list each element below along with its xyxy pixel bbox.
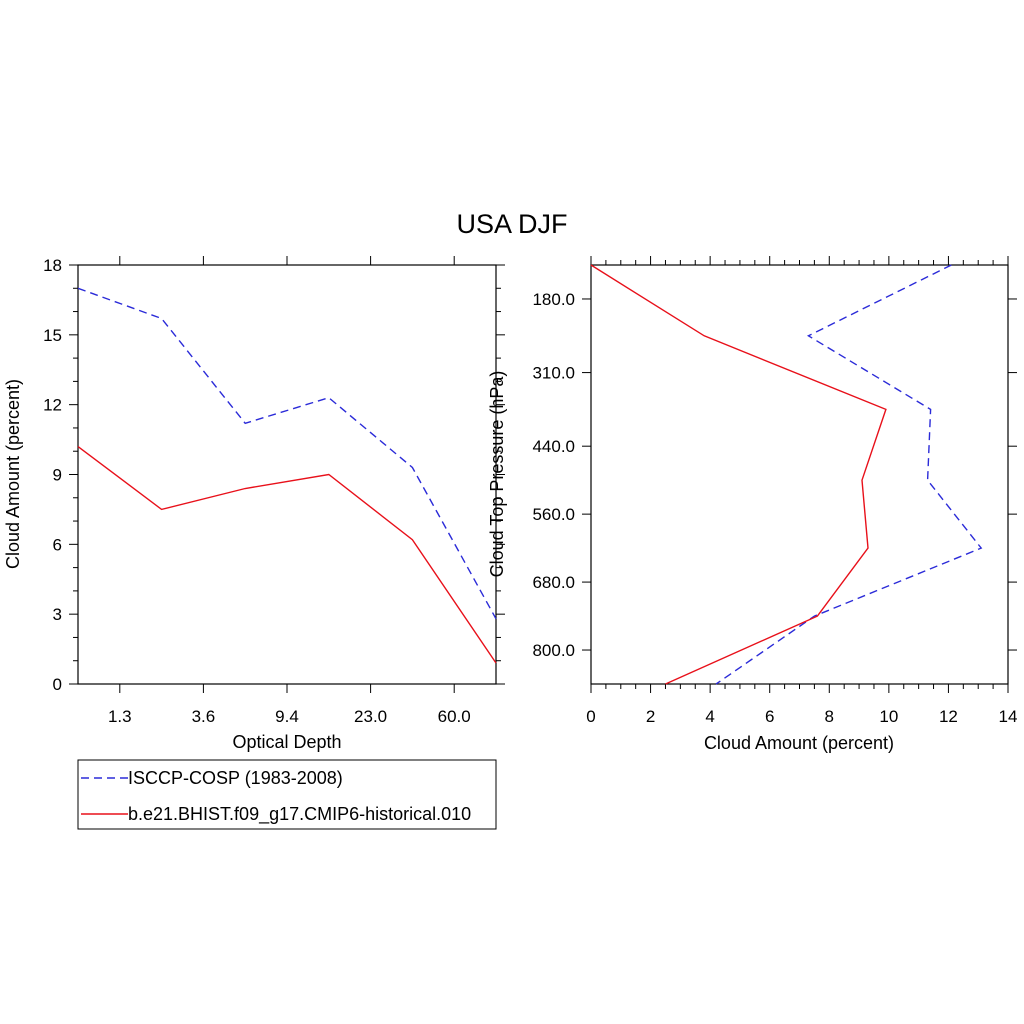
right-x-tick-label: 6: [765, 707, 774, 726]
right-x-tick-label: 2: [646, 707, 655, 726]
left-panel: 0 3 6 9 12 15 18 1.3 3.6 9.4 23.0 60.0 Optical Dept…: [3, 256, 505, 752]
left-series-line-model: [77, 446, 497, 664]
left-y-tick-label: 9: [53, 466, 62, 485]
right-x-tick-label: 0: [586, 707, 595, 726]
left-x-axis-label: Optical Depth: [232, 732, 341, 752]
left-x-tick-label: 1.3: [108, 707, 132, 726]
right-y-tick-label: 560.0: [532, 505, 575, 524]
right-plot-frame: [590, 264, 1009, 685]
left-y-tick-label: 18: [43, 256, 62, 275]
left-x-tick-label: 60.0: [438, 707, 471, 726]
left-x-tick-label: 9.4: [275, 707, 299, 726]
right-y-axis-label: Cloud Top Pressure (hPa): [487, 371, 507, 578]
left-y-axis-label: Cloud Amount (percent): [3, 379, 23, 569]
right-panel: 180.0 310.0 440.0 560.0 680.0 800.0 0 2 4 6 8 10 12 1…: [487, 256, 1017, 753]
left-y-tick-label: 15: [43, 326, 62, 345]
left-lines: [77, 287, 497, 664]
legend-label-obs: ISCCP-COSP (1983-2008): [128, 768, 343, 788]
left-y-tick-label: 3: [53, 605, 62, 624]
right-series-line-obs: [715, 264, 983, 685]
right-x-tick-label: 8: [825, 707, 834, 726]
left-x-tick-label: 23.0: [354, 707, 387, 726]
right-x-tick-label: 4: [705, 707, 714, 726]
right-y-tick-label: 440.0: [532, 437, 575, 456]
chart-title: USA DJF: [456, 209, 567, 239]
legend-label-model: b.e21.BHIST.f09_g17.CMIP6-historical.010: [128, 804, 471, 825]
left-plot-frame: [77, 264, 497, 685]
right-y-tick-label: 680.0: [532, 573, 575, 592]
legend: ISCCP-COSP (1983-2008) b.e21.BHIST.f09_g…: [77, 759, 497, 830]
left-y-tick-label: 0: [53, 675, 62, 694]
right-x-tick-label: 12: [939, 707, 958, 726]
left-series-line-obs: [77, 287, 497, 620]
right-series-line-model: [590, 264, 887, 685]
left-y-tick-label: 12: [43, 396, 62, 415]
right-x-tick-label: 10: [879, 707, 898, 726]
right-y-tick-label: 180.0: [532, 290, 575, 309]
right-ticks: 180.0 310.0 440.0 560.0 680.0 800.0 0 2 4 6 8 10 12 1…: [532, 256, 1017, 726]
left-x-tick-label: 3.6: [192, 707, 216, 726]
right-x-axis-label: Cloud Amount (percent): [704, 733, 894, 753]
legend-box: [77, 759, 497, 830]
right-y-tick-label: 800.0: [532, 641, 575, 660]
left-y-tick-label: 6: [53, 535, 62, 554]
right-x-tick-label: 14: [999, 707, 1018, 726]
left-ticks: 0 3 6 9 12 15 18 1.3 3.6 9.4 23.0 60.0: [43, 256, 505, 726]
right-lines: [590, 264, 983, 685]
right-y-tick-label: 310.0: [532, 364, 575, 383]
